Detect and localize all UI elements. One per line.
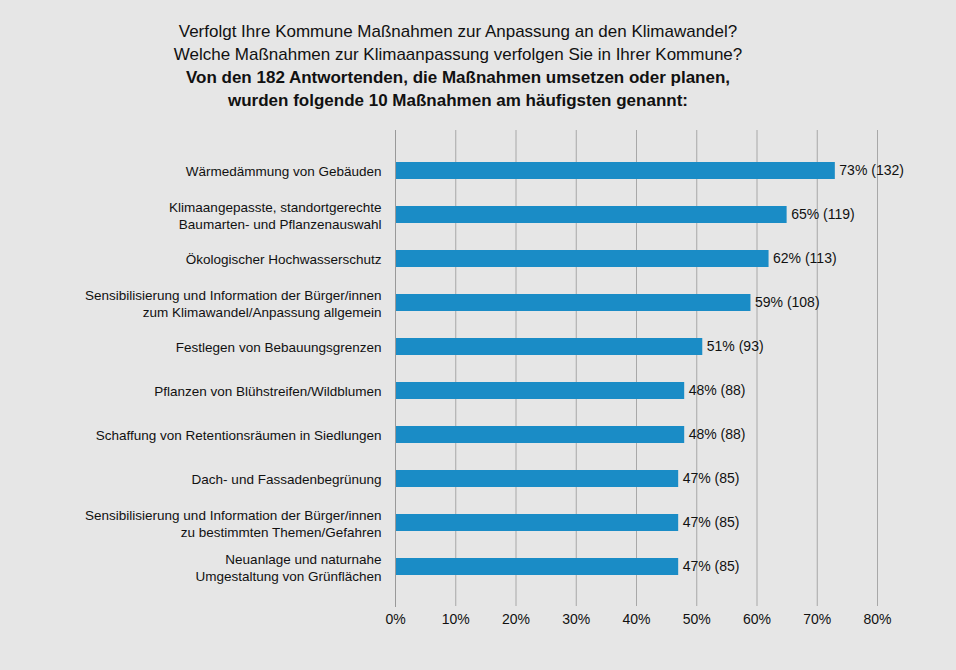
svg-text:10%: 10%: [442, 611, 470, 627]
svg-text:Schaffung von Retentionsräumen: Schaffung von Retentionsräumen in Siedlu…: [96, 428, 382, 443]
svg-text:70%: 70%: [803, 611, 831, 627]
svg-text:Sensibilisierung und Informati: Sensibilisierung und Information der Bür…: [85, 288, 381, 320]
html-text:Verfolgt Ihre Kommune Maßnahme: Verfolgt Ihre Kommune Maßnahmen zur Anpa…: [173, 22, 743, 64]
svg-text:73% (132): 73% (132): [839, 162, 904, 178]
svg-text:Pflanzen von Blühstreifen/Wild: Pflanzen von Blühstreifen/Wildblumen: [154, 384, 381, 399]
svg-text:Neuanlage und naturnaheUmgesta: Neuanlage und naturnaheUmgestaltung von …: [195, 552, 381, 584]
html-text:Von den 182 Antwortenden, die: Von den 182 Antwortenden, die Maßnahmen …: [186, 68, 730, 110]
svg-text:62% (113): 62% (113): [773, 250, 837, 266]
svg-text:50%: 50%: [683, 611, 711, 627]
svg-text:80%: 80%: [863, 611, 891, 627]
svg-text:47% (85): 47% (85): [683, 514, 740, 530]
svg-text:47% (85): 47% (85): [683, 470, 740, 486]
svg-text:48% (88): 48% (88): [689, 382, 746, 398]
svg-text:20%: 20%: [502, 611, 530, 627]
svg-text:59% (108): 59% (108): [755, 294, 820, 310]
svg-text:0%: 0%: [385, 611, 405, 627]
svg-text:Sensibilisierung und Informati: Sensibilisierung und Information der Bür…: [85, 508, 381, 540]
svg-text:48% (88): 48% (88): [689, 426, 746, 442]
svg-text:47% (85): 47% (85): [683, 558, 740, 574]
svg-text:40%: 40%: [622, 611, 650, 627]
svg-text:Ökologischer Hochwasserschutz: Ökologischer Hochwasserschutz: [186, 252, 382, 267]
svg-text:51% (93): 51% (93): [707, 338, 764, 354]
svg-text:60%: 60%: [743, 611, 771, 627]
svg-text:Festlegen von Bebauungsgrenzen: Festlegen von Bebauungsgrenzen: [176, 340, 382, 355]
svg-text:Klimaangepasste, standortgerec: Klimaangepasste, standortgerechteBaumart…: [169, 200, 381, 232]
svg-text:Dach- und Fassadenbegrünung: Dach- und Fassadenbegrünung: [192, 472, 382, 487]
svg-text:30%: 30%: [562, 611, 590, 627]
svg-text:65% (119): 65% (119): [791, 206, 855, 222]
svg-text:Wärmedämmung von Gebäuden: Wärmedämmung von Gebäuden: [186, 164, 382, 179]
